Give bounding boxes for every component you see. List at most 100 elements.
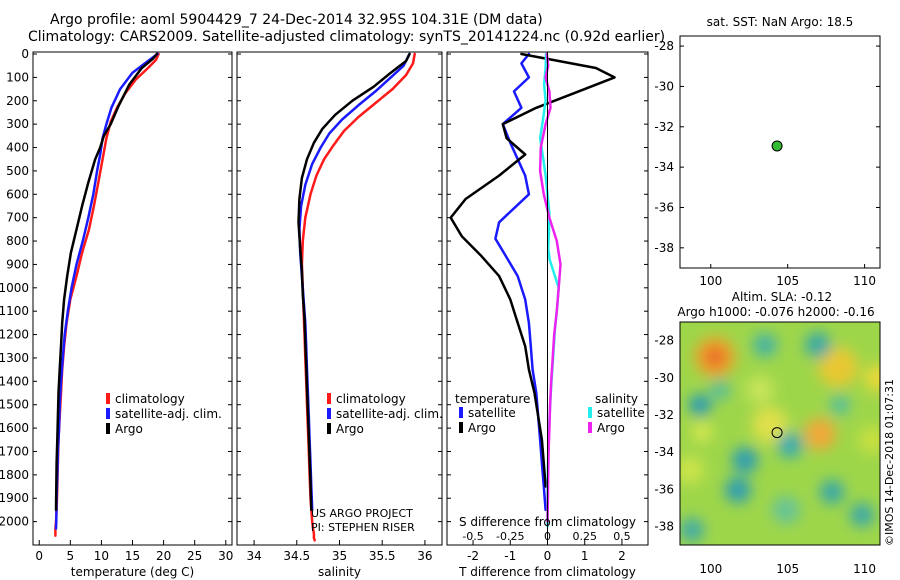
sla-anomaly <box>805 332 831 358</box>
sla-anomaly <box>689 394 711 416</box>
map-y-tick-label: -32 <box>654 120 674 134</box>
legend-title: temperature <box>455 392 530 406</box>
depth-tick-label: 1700 <box>0 444 29 458</box>
x-tick-label: 34.5 <box>283 549 310 563</box>
x-axis-label: T difference from climatology <box>458 565 636 579</box>
depth-tick-label: 900 <box>6 257 29 271</box>
x-tick-label: 25 <box>187 549 202 563</box>
legend-item: Argo <box>115 422 143 436</box>
map-y-tick-label: -36 <box>654 482 674 496</box>
float-position-marker <box>771 427 783 439</box>
depth-tick-label: 800 <box>6 234 29 248</box>
map-y-tick-label: -28 <box>654 39 674 53</box>
sla-anomaly <box>818 347 858 387</box>
map-y-tick-label: -30 <box>654 371 674 385</box>
sla-anomaly <box>850 503 874 527</box>
sla-heatmap <box>680 322 880 545</box>
map-x-tick-label: 105 <box>776 274 799 288</box>
map-y-tick-label: -38 <box>654 519 674 533</box>
legend-swatch <box>588 407 592 418</box>
salinity-tick-label: -0.5 <box>462 530 483 543</box>
x-axis-label: salinity <box>318 565 361 579</box>
depth-tick-label: 500 <box>6 164 29 178</box>
legend-swatch <box>327 393 331 404</box>
depth-tick-label: 100 <box>6 70 29 84</box>
sla-anomaly <box>706 348 724 366</box>
sla-anomaly <box>680 456 704 484</box>
plot-frame-temperature <box>32 51 233 546</box>
x-tick-label: 35 <box>332 549 347 563</box>
map-title: sat. SST: NaN Argo: 18.5 <box>707 15 854 29</box>
legend-item: climatology <box>336 392 406 406</box>
salinity-tick-label: 0.25 <box>572 530 597 543</box>
sla-anomaly <box>752 407 788 443</box>
depth-tick-label: 1800 <box>0 468 29 482</box>
sla-anomaly <box>804 418 836 450</box>
legend-swatch <box>588 422 592 433</box>
float-position-marker <box>771 140 783 152</box>
legend-item: climatology <box>115 392 185 406</box>
depth-tick-label: 400 <box>6 141 29 155</box>
sla-anomaly <box>820 480 844 504</box>
x-tick-label: 15 <box>125 549 140 563</box>
legend-item: satellite <box>468 406 516 420</box>
map-y-tick-label: -30 <box>654 79 674 93</box>
series-line-argo <box>54 52 159 512</box>
x-tick-label: -2 <box>467 549 479 563</box>
map-subtitle: Argo h1000: -0.076 h2000: -0.16 <box>677 305 874 319</box>
imos-timestamp: ©IMOS 14-Dec-2018 01:07:31 <box>883 379 896 546</box>
legend-swatch <box>106 393 110 404</box>
map-y-tick-label: -28 <box>654 334 674 348</box>
sla-anomaly <box>830 395 850 415</box>
x-tick-label: 5 <box>66 549 74 563</box>
plot-subtitle: Climatology: CARS2009. Satellite-adjuste… <box>28 29 666 45</box>
sla-anomaly <box>858 426 880 454</box>
series-line-salinity-argo <box>538 52 562 523</box>
map-frame-sst <box>679 35 881 269</box>
x-tick-label: 1 <box>581 549 589 563</box>
legend-swatch <box>106 423 110 434</box>
map-x-tick-label: 110 <box>853 562 876 576</box>
x-tick-label: 2 <box>618 549 626 563</box>
map-y-tick-label: -34 <box>654 445 674 459</box>
x-tick-label: 10 <box>94 549 109 563</box>
map-x-tick-label: 110 <box>853 274 876 288</box>
legend-item: Argo <box>336 422 364 436</box>
depth-tick-label: 1900 <box>0 491 29 505</box>
map-x-tick-label: 105 <box>776 562 799 576</box>
map-y-tick-label: -32 <box>654 408 674 422</box>
x-tick-label: -1 <box>504 549 516 563</box>
depth-tick-label: 2000 <box>0 515 29 529</box>
legend-swatch <box>327 408 331 419</box>
depth-tick-label: 300 <box>6 117 29 131</box>
sla-anomaly <box>772 496 800 524</box>
map-y-tick-label: -34 <box>654 160 674 174</box>
depth-tick-label: 1400 <box>0 374 29 388</box>
legend-item: satellite-adj. clim. <box>115 407 222 421</box>
plot-title: Argo profile: aoml 5904429_7 24-Dec-2014… <box>50 12 543 28</box>
sla-anomaly <box>753 333 777 357</box>
x-tick-label: 34 <box>246 549 261 563</box>
depth-tick-label: 1000 <box>0 281 29 295</box>
legend-swatch <box>459 422 463 433</box>
sla-anomaly <box>692 422 712 442</box>
depth-tick-label: 600 <box>6 187 29 201</box>
legend-item: Argo <box>597 421 625 435</box>
depth-tick-label: 1600 <box>0 421 29 435</box>
depth-tick-label: 1500 <box>0 398 29 412</box>
x-tick-label: 0 <box>544 549 552 563</box>
credit-line: PI: STEPHEN RISER <box>311 521 415 534</box>
depth-tick-label: 1100 <box>0 304 29 318</box>
sla-anomaly <box>746 376 774 404</box>
sla-anomaly <box>732 447 758 473</box>
legend-item: satellite <box>597 406 645 420</box>
depth-tick-label: 700 <box>6 211 29 225</box>
map-x-tick-label: 100 <box>699 274 722 288</box>
series-line-argo <box>297 52 411 512</box>
legend-item: satellite-adj. clim. <box>336 407 443 421</box>
sla-anomaly <box>710 380 730 400</box>
map-x-tick-label: 100 <box>699 562 722 576</box>
x-tick-label: 35.5 <box>369 549 396 563</box>
top-axis-label: S difference from climatology <box>459 515 636 529</box>
